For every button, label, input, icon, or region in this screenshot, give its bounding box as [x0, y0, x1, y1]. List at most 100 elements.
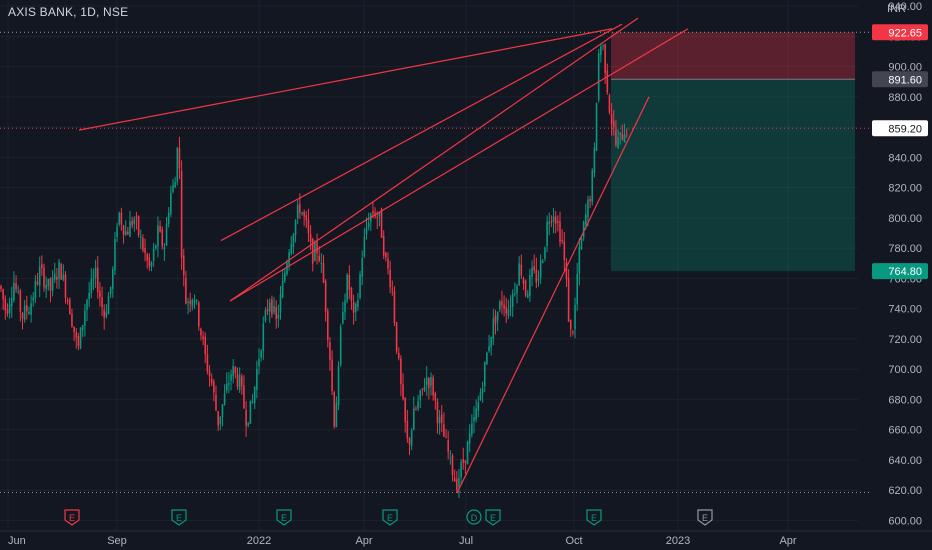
candle-body	[524, 280, 527, 296]
candle-body	[228, 382, 230, 385]
candle-body	[582, 221, 585, 238]
candle-body	[587, 199, 589, 218]
candle-body	[301, 212, 303, 215]
candle-body	[279, 294, 282, 313]
candle-body	[348, 274, 351, 290]
candle-body	[185, 278, 187, 304]
candle-body	[600, 46, 602, 55]
candle-body	[294, 220, 297, 236]
candle-body	[453, 477, 456, 482]
candle-body	[99, 291, 101, 298]
svg-text:E: E	[281, 513, 287, 523]
price-label: 922.65	[888, 27, 922, 39]
candle-body	[51, 277, 54, 291]
earnings-marker[interactable]: E	[382, 509, 398, 526]
candle-body	[576, 274, 578, 305]
candle-body	[516, 285, 518, 294]
candle-body	[146, 254, 148, 261]
candle-body	[389, 269, 391, 288]
candle-body	[75, 332, 78, 338]
candle-body	[518, 263, 520, 286]
trendline[interactable]	[229, 28, 689, 302]
candle-body	[477, 402, 480, 411]
candle-body	[537, 278, 540, 280]
candle-body	[243, 385, 245, 409]
candle-body	[501, 301, 503, 306]
trendline[interactable]	[78, 28, 613, 131]
candle-body	[460, 462, 462, 478]
candle-body	[597, 53, 600, 101]
candle-body	[223, 393, 226, 405]
candle-body	[81, 325, 84, 331]
dividend-marker[interactable]: D	[466, 509, 482, 525]
candle-body	[21, 312, 24, 319]
candle-body	[148, 257, 151, 267]
earnings-marker[interactable]: E	[697, 509, 713, 526]
candle-body	[372, 211, 374, 214]
candle-body	[215, 394, 217, 411]
candle-body	[610, 114, 613, 125]
candle-body	[557, 221, 559, 223]
candle-body	[299, 204, 301, 213]
candle-body	[247, 422, 250, 426]
position-stop-zone[interactable]	[611, 32, 855, 80]
candle-body	[490, 336, 492, 348]
candle-body	[565, 262, 568, 280]
svg-text:E: E	[387, 513, 393, 523]
candle-body	[589, 198, 591, 202]
candle-body	[286, 262, 288, 275]
price-label-box	[872, 120, 928, 137]
candle-body	[60, 263, 62, 280]
candle-body	[320, 262, 323, 264]
candle-body	[335, 403, 338, 428]
candle-body	[554, 216, 557, 224]
candle-body	[438, 416, 441, 424]
earnings-marker[interactable]: E	[64, 509, 80, 526]
candle-body	[94, 267, 97, 278]
candle-body	[544, 247, 546, 259]
candle-body	[408, 438, 411, 445]
candle-body	[157, 225, 159, 247]
price-label: 859.20	[888, 123, 922, 135]
time-axis-tick: Apr	[779, 535, 796, 547]
candle-body	[152, 249, 155, 261]
candle-body	[499, 301, 501, 310]
earnings-marker[interactable]: E	[171, 509, 187, 526]
svg-text:E: E	[176, 513, 182, 523]
candle-body	[505, 307, 508, 314]
candle-body	[73, 326, 75, 332]
position-target-zone[interactable]	[611, 79, 855, 272]
candle-body	[494, 315, 497, 324]
candle-body	[432, 377, 434, 396]
candle-body	[137, 216, 140, 236]
candle-body	[195, 300, 198, 302]
candle-body	[69, 299, 71, 315]
candle-body	[602, 45, 604, 47]
trendline[interactable]	[220, 23, 623, 242]
candle-body	[479, 392, 482, 400]
candle-body	[213, 381, 215, 393]
candle-body	[380, 209, 383, 238]
earnings-marker[interactable]: E	[485, 509, 501, 526]
candle-body	[245, 410, 247, 427]
candle-body	[281, 280, 284, 298]
candle-body	[615, 130, 617, 145]
candle-body	[337, 365, 340, 406]
trendline[interactable]	[456, 96, 650, 494]
candle-body	[56, 276, 58, 281]
candle-body	[318, 255, 320, 261]
candle-body	[84, 310, 86, 326]
candle-body	[187, 301, 189, 303]
candle-body	[309, 233, 312, 242]
candle-body	[144, 248, 146, 253]
time-axis-tick: Jul	[459, 535, 473, 547]
candle-body	[458, 477, 460, 488]
earnings-marker[interactable]: E	[276, 509, 292, 526]
candle-body	[436, 401, 439, 424]
candle-body	[129, 221, 131, 237]
candle-body	[232, 366, 234, 377]
trendline[interactable]	[229, 17, 639, 302]
earnings-marker[interactable]: E	[586, 509, 602, 526]
